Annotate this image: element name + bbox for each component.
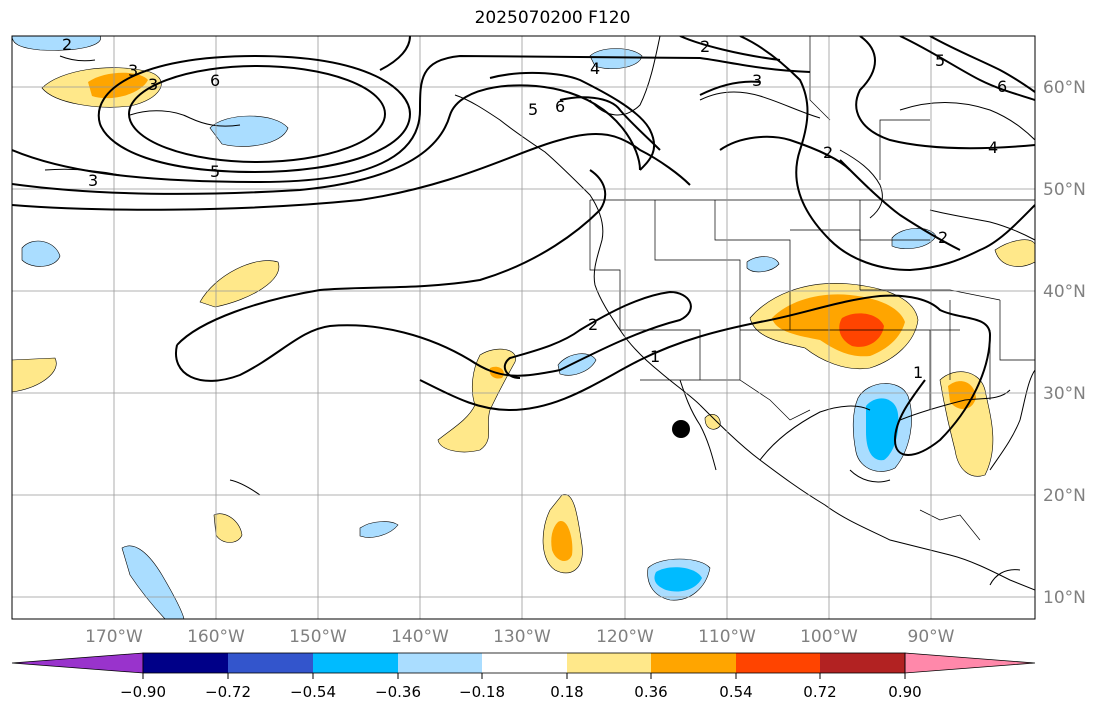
colorbar-segment [820,653,905,673]
coastlines [44,36,1035,591]
contour-label: 6 [997,77,1007,96]
colorbar-ticks [142,673,906,679]
colorbar-tick-label: 0.18 [550,683,583,701]
colorbar-segment [398,653,482,673]
colorbar-tick-label: −0.36 [375,683,421,701]
contour-label: 2 [823,143,833,162]
colorbar-frame [142,652,906,674]
colorbar-extend-low [11,652,144,674]
lon-label: 170°W [85,627,143,647]
colorbar-segment [228,653,313,673]
colorbar-tick-label: 0.36 [634,683,667,701]
colorbar-tick-label: −0.72 [205,683,251,701]
lat-label: 50°N [1043,180,1086,200]
lon-label: 160°W [187,627,245,647]
lat-label: 10°N [1043,588,1086,608]
plot-area: 2 3 6 5 3 2 4 3 5 6 5 6 4 2 1 2 1 2 3 [12,35,1035,619]
lon-label: 90°W [908,627,955,647]
contour-label: 5 [935,51,945,70]
lat-label: 40°N [1043,282,1086,302]
contour-label: 2 [62,35,72,54]
contour-lines [12,36,1035,456]
contour-label: 2 [588,315,598,334]
contour-label: 4 [590,59,600,78]
lat-label: 60°N [1043,78,1086,98]
lon-label: 110°W [698,627,756,647]
lon-label: 130°W [493,627,551,647]
contour-label-group: 2 3 6 5 3 2 4 3 5 6 5 6 4 2 1 2 1 2 3 [62,35,1007,382]
colorbar-tick-label: 0.72 [803,683,836,701]
contour-label: 2 [700,37,710,56]
contour-label: 6 [555,97,565,116]
lon-label: 140°W [391,627,449,647]
colorbar-tick-label: 0.54 [719,683,752,701]
gridlines [12,36,1035,619]
colorbar-tick-label: −0.18 [459,683,505,701]
contour-label: 1 [650,347,660,366]
lon-label: 150°W [289,627,347,647]
map-frame [11,35,1036,620]
contour-label: 6 [210,71,220,90]
lon-label: 100°W [800,627,858,647]
contour-label: 1 [913,363,923,382]
colorbar-segment [567,653,651,673]
colorbar-segment [143,653,228,673]
colorbar-segment [736,653,820,673]
colorbar-segment [313,653,398,673]
location-marker [672,420,690,438]
contour-label: 3 [752,71,762,90]
longitude-labels: 170°W 160°W 150°W 140°W 130°W 120°W 110°… [85,627,955,647]
lat-label: 30°N [1043,384,1086,404]
contour-label: 3 [128,61,138,80]
contour-label: 2 [938,228,948,247]
contour-label: 3 [148,75,158,94]
latitude-labels: 60°N 50°N 40°N 30°N 20°N 10°N [1043,78,1086,608]
lat-label: 20°N [1043,486,1086,506]
colorbar-extend-high [904,652,1036,674]
map-title: 2025070200 F120 [474,8,631,28]
colorbar-tick-label: −0.54 [290,683,336,701]
colorbar-segment [482,653,567,673]
political-borders [589,36,1035,541]
colorbar-tick-label: −0.90 [120,683,166,701]
lon-label: 120°W [596,627,654,647]
colorbar: −0.90 −0.72 −0.54 −0.36 −0.18 0.18 0.36 … [11,652,1036,701]
contour-label: 5 [210,162,220,181]
contour-label: 3 [88,171,98,190]
colorbar-segment [651,653,736,673]
contour-label: 5 [528,100,538,119]
contour-label: 4 [988,138,998,157]
shaded-fields [12,36,1035,619]
colorbar-tick-label: 0.90 [888,683,921,701]
